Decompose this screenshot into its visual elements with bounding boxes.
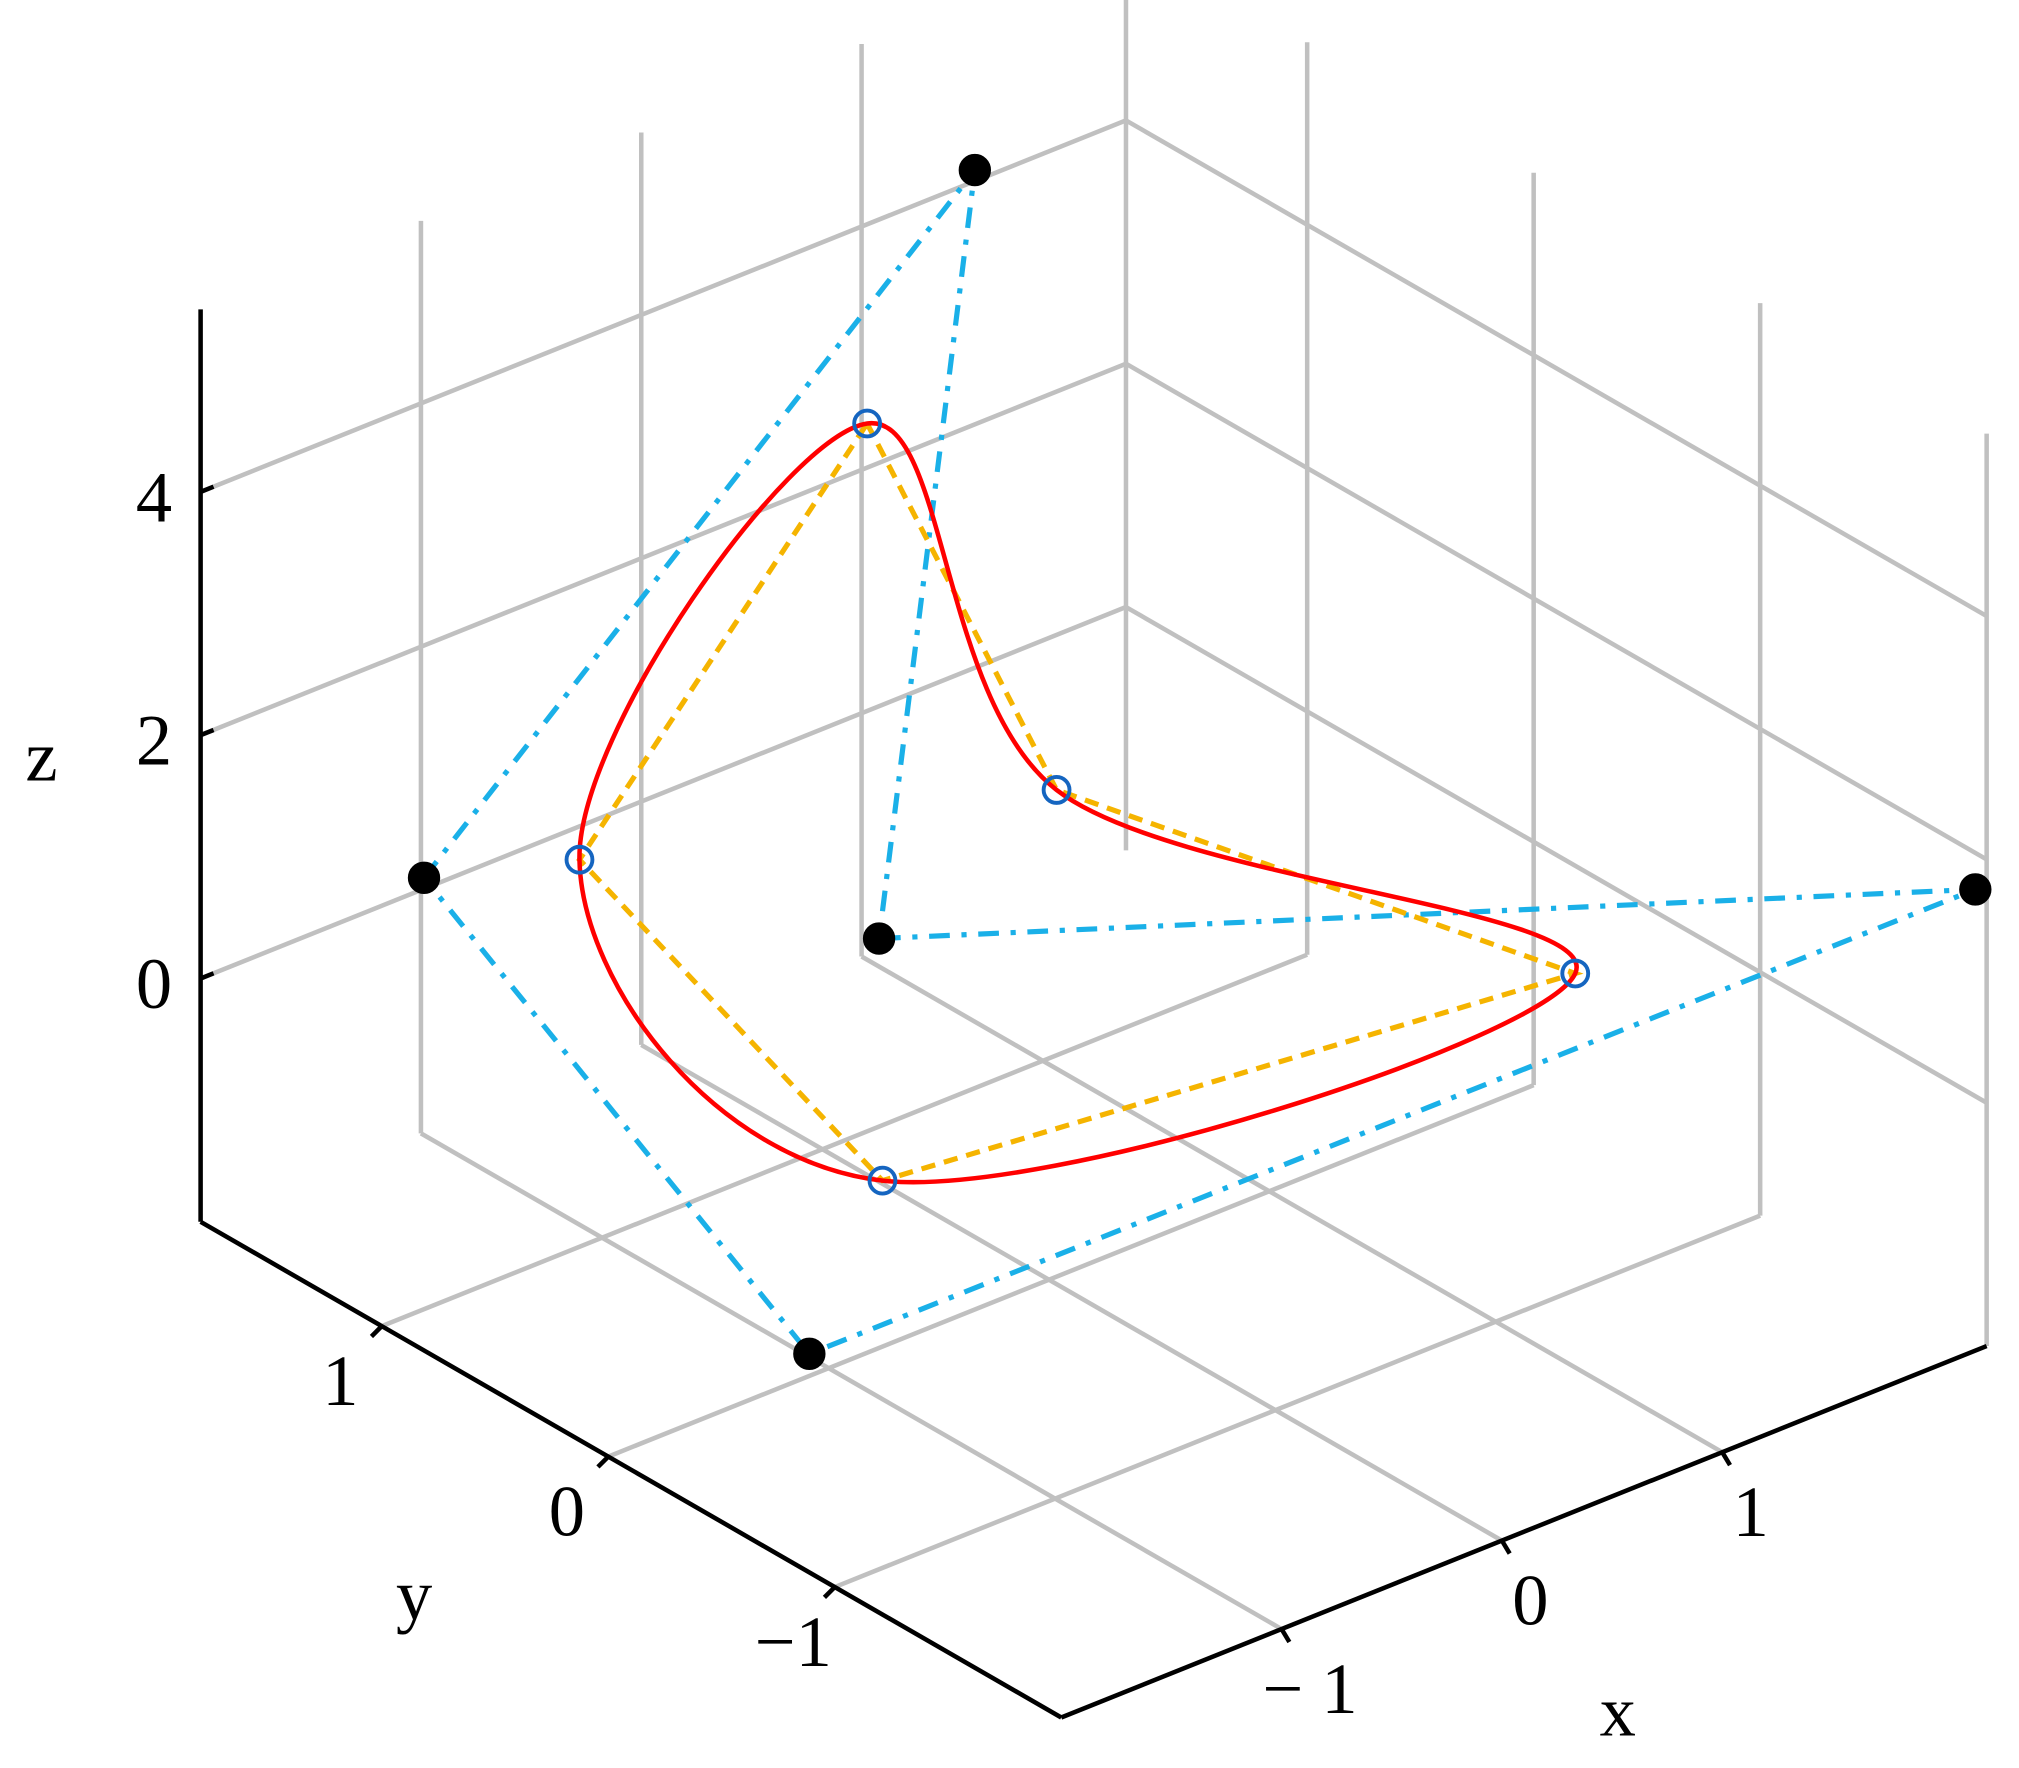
y-axis-label: y: [396, 1554, 432, 1635]
series-lines: [420, 161, 1977, 1357]
grid-line: [607, 1083, 1535, 1459]
y-tick-label: 0: [549, 1470, 585, 1551]
x-tick-label: 0: [1512, 1560, 1548, 1641]
y-tick: [596, 1454, 610, 1469]
marker: [1041, 775, 1072, 805]
marker: [564, 844, 595, 875]
grid-line: [640, 1042, 1504, 1543]
x-tick-label: − 1: [1262, 1648, 1357, 1729]
control-polygon: [420, 161, 1977, 1357]
z-tick: [199, 484, 215, 494]
control-polygon: [576, 418, 1584, 1184]
grid-line: [1124, 361, 1988, 862]
labels: x y z − 1 0 1 −1 0 1 0 2 4: [25, 456, 1769, 1751]
marker: [958, 153, 992, 187]
z-tick: [199, 971, 215, 981]
x-tick: [1499, 1539, 1512, 1555]
grid-line: [833, 1213, 1761, 1590]
grid-line: [1124, 118, 1988, 619]
z-tick-label: 4: [136, 456, 172, 537]
x-tick-label: 1: [1733, 1471, 1769, 1552]
axes: [198, 309, 1988, 1720]
marker: [1560, 958, 1591, 989]
marker: [852, 408, 883, 439]
y-tick: [822, 1585, 837, 1599]
y-tick-label: 1: [322, 1340, 358, 1421]
z-tick-label: 2: [136, 700, 172, 781]
grid-line: [380, 952, 1309, 1329]
grid-line: [1124, 605, 1988, 1105]
y-tick-label: −1: [755, 1601, 832, 1682]
grid-line: [860, 954, 1724, 1455]
x-axis-label: x: [1600, 1670, 1636, 1751]
z-tick: [199, 727, 215, 738]
marker: [407, 861, 441, 895]
x-tick: [1279, 1627, 1292, 1644]
x-tick: [1720, 1451, 1732, 1467]
y-axis: [199, 1219, 1063, 1720]
y-tick: [369, 1324, 384, 1339]
z-axis-label: z: [25, 715, 57, 796]
z-tick-label: 0: [136, 943, 172, 1024]
markers: [407, 153, 1992, 1371]
grid-line: [199, 361, 1127, 738]
grid: [199, 0, 1989, 1632]
marker: [1959, 873, 1992, 906]
marker: [867, 1165, 898, 1196]
curve: [577, 421, 1579, 1185]
x-axis: [1060, 1343, 1988, 1720]
marker: [862, 922, 896, 955]
grid-line: [419, 1131, 1283, 1632]
grid-line: [199, 604, 1127, 981]
marker: [793, 1337, 826, 1371]
